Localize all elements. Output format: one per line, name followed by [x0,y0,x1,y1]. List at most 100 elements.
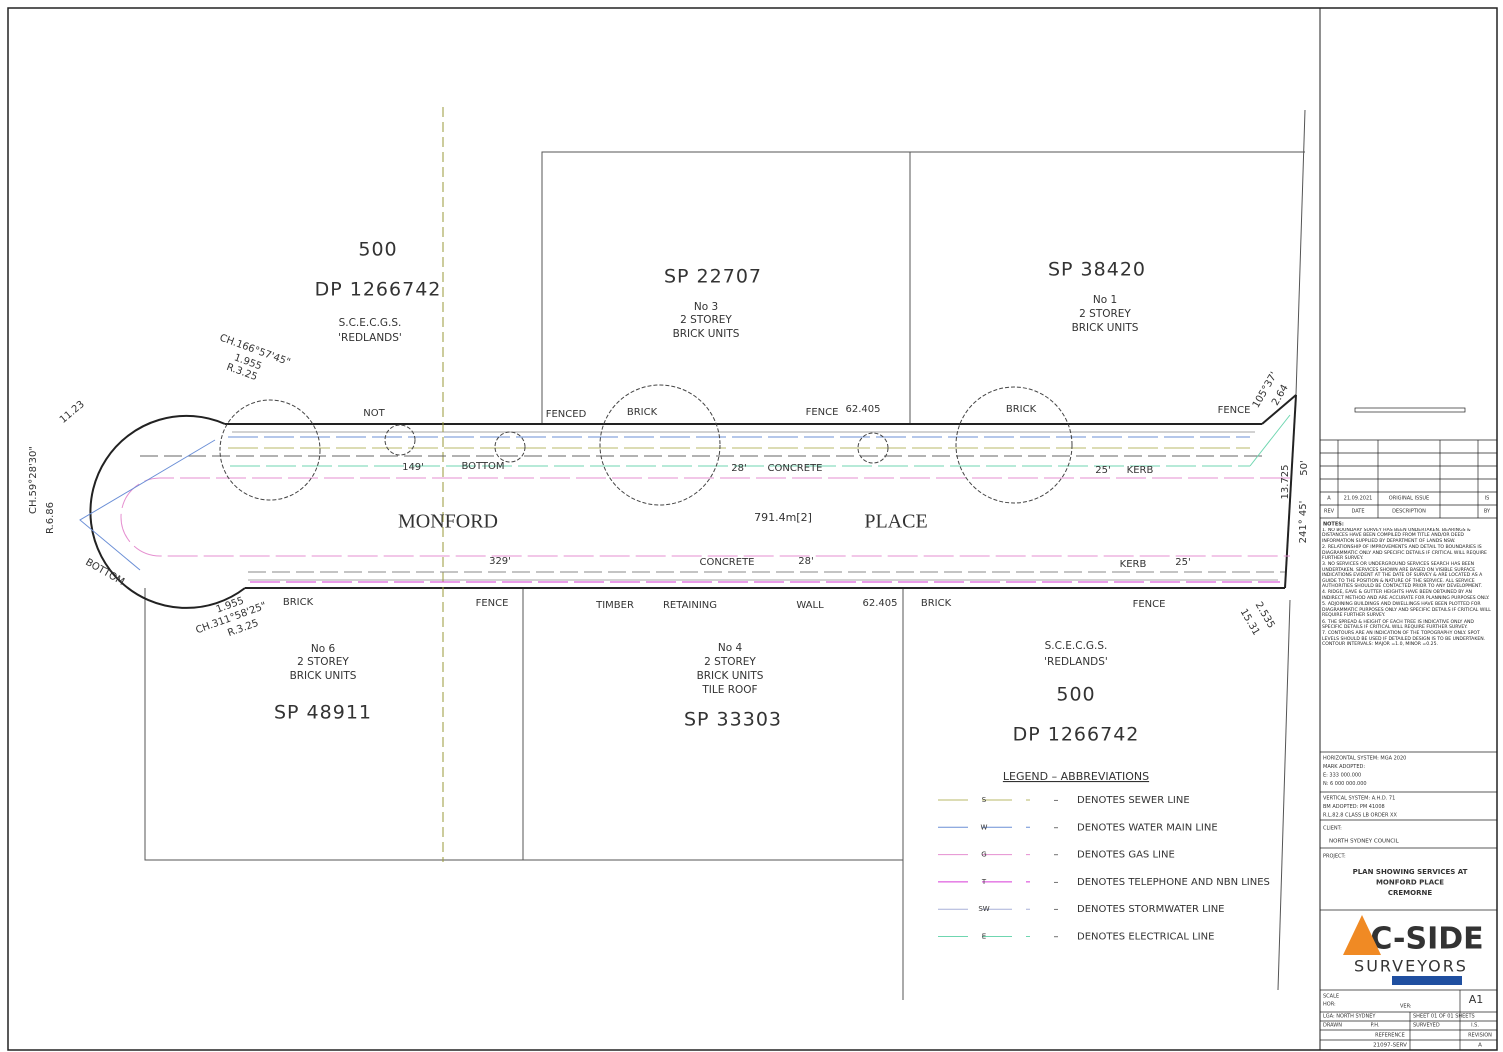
annotation: 28' [798,556,813,567]
trees [219,384,1073,506]
legend-code: E [982,933,986,941]
footer-label: REVISION [1468,1033,1492,1039]
annotation: BRICK [921,598,952,609]
legend-code: W [981,823,988,831]
lot-detail: BRICK UNITS [697,670,764,682]
annotation: KERB [1120,559,1147,570]
annotation: NOT [363,408,385,419]
annotation: BRICK [627,407,658,418]
lot-plan: SP 38420 [1048,259,1146,281]
footer-label: LGA: NORTH SYDNEY [1323,1014,1376,1020]
footer-value: P.H. [1370,1023,1379,1029]
lot-detail: TILE ROOF [701,684,757,696]
notes: 1. NO BOUNDARY SURVEY HAS BEEN UNDERTAKE… [1322,528,1495,648]
annotation: 28' [731,463,746,474]
logo-band [1392,976,1462,985]
legend-text: DENOTES TELEPHONE AND NBN LINES [1077,877,1270,888]
annotation: 13.725 [1280,465,1291,500]
legend-title: LEGEND – ABBREVIATIONS [1003,770,1149,783]
annotation: KERB [1127,465,1154,476]
lot-detail: S.C.E.C.G.S. [339,317,402,329]
logo-sub: SURVEYORS [1354,957,1468,976]
client: NORTH SYDNEY COUNCIL [1329,839,1400,845]
datum: E: 333 000.000 [1323,773,1361,779]
road-edges [89,394,1297,609]
legend-code: G [981,851,986,859]
logo-mark [1343,915,1381,955]
datum: R.L.82.8 CLASS LB ORDER XX [1323,813,1397,819]
road-area: 791.4m[2] [754,511,812,524]
legend-separator: – [1054,795,1059,806]
lot-detail: BRICK UNITS [673,328,740,340]
annotation: 62.405 [846,404,881,415]
annotation: RETAINING [663,600,717,611]
annotation: BOTTOM [461,461,504,472]
legend-separator: – [1054,904,1059,915]
note: 4. RIDGE, EAVE & GUTTER HEIGHTS HAVE BEE… [1322,590,1490,601]
lot-detail: No 1 [1093,294,1117,306]
datum: N: 6 000 000.000 [1323,781,1367,787]
sheet-border [7,7,1498,1051]
datum: MARK ADOPTED: [1323,764,1365,770]
lot-detail: 2 STOREY [1079,308,1131,320]
annotation: BRICK [1006,404,1037,415]
annotation: CONCRETE [699,557,754,568]
lot-detail: 2 STOREY [297,656,349,668]
lot-detail: 'REDLANDS' [338,332,402,344]
footer-label: SHEET 01 OF 01 SHEETS [1413,1014,1475,1020]
lot-plan: DP 1266742 [1013,724,1140,746]
annotation: 241° 45' [1298,501,1309,544]
lot-plan: 500 [1056,684,1095,706]
service-lines [79,107,1291,862]
revision-cell: 21.09.2021 [1344,496,1373,502]
legend-text: DENOTES STORMWATER LINE [1077,904,1225,915]
annotation: R.6.86 [45,502,56,534]
annotation: FENCED [546,409,587,420]
legend-code: S [982,796,987,804]
legend-text: DENOTES WATER MAIN LINE [1077,822,1218,833]
project-title: CREMORNE [1388,889,1432,897]
lot-plan: SP 48911 [274,702,372,724]
revision-cell: A [1327,496,1331,502]
footer-label: DRAWN [1323,1023,1342,1029]
revision-header: BY [1484,509,1491,515]
annotation: 50' [1299,460,1310,475]
lot-detail: No 3 [694,301,718,313]
title-block-lines [1320,407,1497,1050]
annotation: FENCE [476,598,509,609]
annotation: CH.59°28'30" [28,446,39,514]
annotation: 329' [489,556,511,567]
lot-detail: 2 STOREY [680,314,732,326]
lot-detail: BRICK UNITS [1072,322,1139,334]
lot-plan: DP 1266742 [315,279,442,301]
legend-text: DENOTES ELECTRICAL LINE [1077,932,1214,943]
legend-separator: – [1054,850,1059,861]
client-label: CLIENT: [1323,826,1342,832]
annotation: BRICK [283,597,314,608]
footer-value: 21097-SERV [1373,1043,1407,1049]
note: 6. THE SPREAD & HEIGHT OF EACH TREE IS I… [1322,619,1474,630]
footer-value: A [1478,1043,1482,1049]
footer-label: REFERENCE [1375,1033,1405,1039]
revision-header: DATE [1351,509,1364,515]
annotation: 25' [1095,465,1110,476]
legend-separator: – [1054,877,1059,888]
annotation: FENCE [806,407,839,418]
lot-detail: BRICK UNITS [290,670,357,682]
legend-separator: – [1054,932,1059,943]
footer-label: SCALE [1323,994,1339,1000]
annotation: CONCRETE [767,463,822,474]
footer-label: HOR: [1323,1002,1336,1008]
annotation: FENCE [1133,599,1166,610]
datum: HORIZONTAL SYSTEM: MGA 2020 [1323,756,1406,762]
note: 5. ADJOINING BUILDINGS AND DWELLINGS HAV… [1322,602,1491,619]
legend-separator: – [1054,822,1059,833]
road-name: MONFORD [398,511,498,533]
datum: BM ADOPTED: PM 41008 [1323,804,1385,810]
legend-text: DENOTES GAS LINE [1077,850,1175,861]
road-name: PLACE [864,511,927,533]
project-title: PLAN SHOWING SERVICES AT [1353,868,1468,876]
lot-detail: 'REDLANDS' [1044,656,1108,668]
legend-text: DENOTES SEWER LINE [1077,795,1190,806]
